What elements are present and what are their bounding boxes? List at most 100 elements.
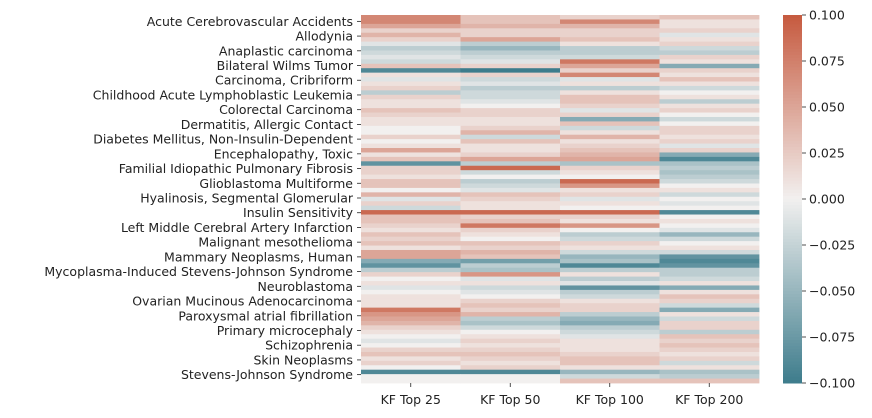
colorbar-tick-label: −0.100 (809, 376, 855, 391)
colorbar-segment (783, 337, 802, 341)
heatmap-cell (460, 369, 561, 375)
heatmap-cell (361, 218, 461, 224)
heatmap-cell (361, 320, 461, 326)
heatmap-cell (361, 232, 461, 238)
heatmap-cell (560, 378, 660, 384)
colorbar-segment (783, 269, 802, 274)
heatmap-cell (361, 254, 461, 260)
colorbar-segment (783, 192, 802, 197)
heatmap-cell (659, 125, 760, 131)
heatmap-cell (659, 187, 760, 193)
heatmap-cell (361, 170, 461, 176)
colorbar-segment (783, 364, 802, 369)
heatmap-cell (460, 85, 561, 91)
heatmap-cell (560, 356, 660, 362)
colorbar-segment (783, 64, 802, 68)
heatmap-cell (361, 281, 461, 286)
heatmap-cell (361, 116, 461, 122)
heatmap-cell (361, 365, 461, 371)
heatmap-cell (361, 272, 461, 277)
heatmap-cell (460, 183, 561, 189)
heatmap-cell (460, 130, 561, 136)
colorbar-segment (783, 367, 802, 372)
heatmap-cell (361, 378, 461, 384)
colorbar-segment (783, 48, 802, 53)
heatmap-cell (659, 143, 760, 149)
heatmap-cell (560, 134, 660, 140)
colorbar-segment (783, 254, 802, 258)
heatmap-cell (460, 28, 561, 34)
heatmap-cell (460, 223, 561, 229)
heatmap-cell (560, 281, 660, 286)
heatmap-cell (361, 276, 461, 282)
colorbar-segment (783, 70, 802, 74)
heatmap-cell (560, 46, 660, 51)
colorbar-segment (783, 241, 802, 246)
heatmap-cell (659, 148, 760, 153)
heatmap-cell (460, 192, 561, 198)
colorbar-segment (783, 88, 802, 93)
colorbar-segment (783, 24, 802, 28)
heatmap-cell (460, 378, 561, 384)
heatmap-cells (361, 15, 760, 384)
heatmap-cell (460, 99, 561, 105)
colorbar-segment (783, 358, 802, 363)
heatmap-cell (560, 59, 660, 65)
colorbar-segment (783, 113, 802, 117)
colorbar-segment (783, 54, 802, 59)
heatmap-cell (560, 249, 660, 255)
heatmap-cell (361, 183, 461, 189)
heatmap-cell (659, 59, 760, 65)
colorbar-segment (783, 306, 802, 310)
heatmap-cell (659, 289, 760, 295)
heatmap-cell (560, 116, 660, 122)
colorbar-segment (783, 119, 802, 123)
heatmap-cell (361, 227, 461, 233)
heatmap-cell (361, 54, 461, 60)
colorbar-tick-label: 0.100 (809, 8, 845, 23)
heatmap-cell (659, 152, 760, 158)
heatmap-cell (560, 334, 660, 340)
heatmap-cell (560, 196, 660, 202)
heatmap-cell (361, 28, 461, 34)
heatmap-cell (361, 161, 461, 167)
colorbar-segment (783, 275, 802, 280)
heatmap-cell (460, 303, 561, 309)
heatmap-cell (560, 161, 660, 167)
heatmap-cell (460, 210, 561, 215)
colorbar-segment (783, 220, 802, 225)
row-tick-label: Malignant mesothelioma (198, 235, 353, 250)
colorbar-segment (783, 361, 802, 366)
colorbar-segment (783, 140, 802, 145)
heatmap-cell (659, 356, 760, 362)
heatmap-cell (460, 72, 561, 78)
row-tick-label: Stevens-Johnson Syndrome (181, 367, 353, 382)
heatmap-cell (361, 77, 461, 82)
heatmap-cell (460, 232, 561, 238)
row-tick-label: Diabetes Mellitus, Non-Insulin-Dependent (93, 132, 353, 147)
heatmap-cell (361, 196, 461, 202)
column-tick-label: KF Top 50 (480, 392, 540, 407)
colorbar-segment (783, 137, 802, 142)
heatmap-cell (659, 369, 760, 375)
heatmap-cell (560, 272, 660, 277)
heatmap-cell (560, 143, 660, 149)
colorbar-segment (783, 318, 802, 323)
heatmap-cell (460, 294, 561, 300)
heatmap-cell (460, 236, 561, 242)
heatmap-cell (460, 281, 561, 286)
colorbar-segment (783, 324, 802, 329)
row-tick-label: Bilateral Wilms Tumor (217, 58, 354, 73)
heatmap-cell (460, 134, 561, 140)
heatmap-cell (361, 108, 461, 113)
heatmap-cell (460, 156, 561, 162)
heatmap-cell (361, 50, 461, 56)
heatmap-cell (659, 112, 760, 118)
colorbar-segment (783, 223, 802, 228)
heatmap-cell (659, 32, 760, 38)
row-tick-label: Hyalinosis, Segmental Glomerular (140, 191, 354, 206)
heatmap-cell (659, 54, 760, 60)
colorbar-segment (783, 294, 802, 298)
heatmap-cell (460, 63, 561, 69)
heatmap-cell (460, 50, 561, 56)
